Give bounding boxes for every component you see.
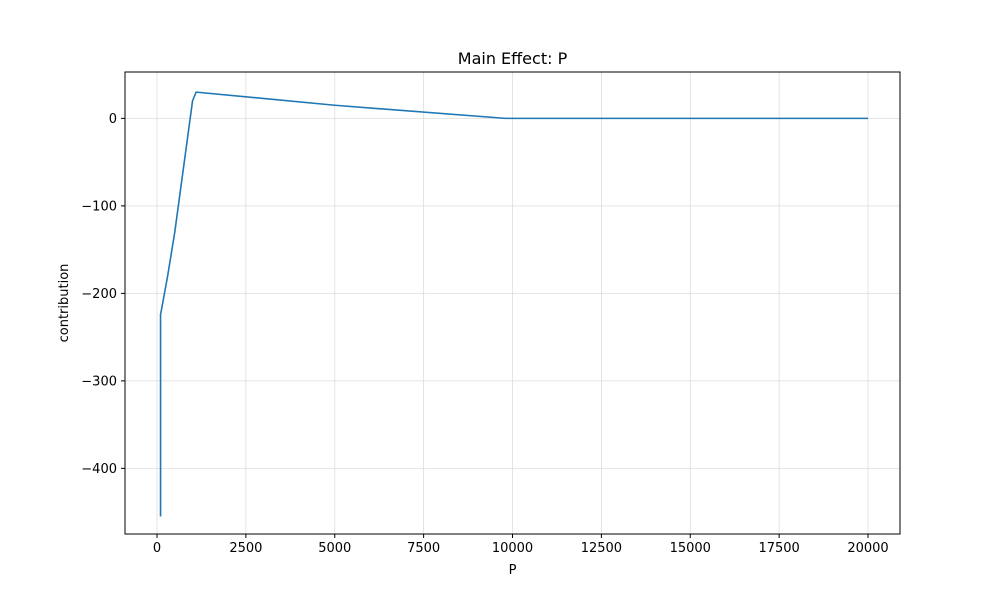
x-tick-label: 17500	[758, 541, 799, 556]
series-layer	[159, 91, 868, 517]
y-tick-label: −300	[81, 374, 117, 389]
y-tick-label: −100	[81, 199, 117, 214]
x-tick-label: 10000	[492, 541, 533, 556]
grid	[125, 72, 900, 534]
y-axis-title: contribution	[57, 264, 72, 343]
series-line	[159, 91, 868, 517]
y-tick-label: 0	[109, 112, 117, 127]
y-tick-label: −400	[81, 462, 117, 477]
x-axis: 0 2500 5000 7500 10000 12500 15000 17500 20000	[153, 534, 889, 556]
y-tick-label: −200	[81, 287, 117, 302]
x-tick-label: 15000	[670, 541, 711, 556]
chart-title: Main Effect: P	[458, 49, 568, 68]
x-tick-label: 20000	[847, 541, 888, 556]
x-tick-label: 12500	[581, 541, 622, 556]
x-tick-label: 5000	[318, 541, 351, 556]
x-tick-label: 0	[153, 541, 161, 556]
x-tick-label: 2500	[229, 541, 262, 556]
y-axis: −400 −300 −200 −100 0	[81, 112, 125, 477]
x-axis-title: P	[509, 563, 517, 578]
x-tick-label: 7500	[407, 541, 440, 556]
